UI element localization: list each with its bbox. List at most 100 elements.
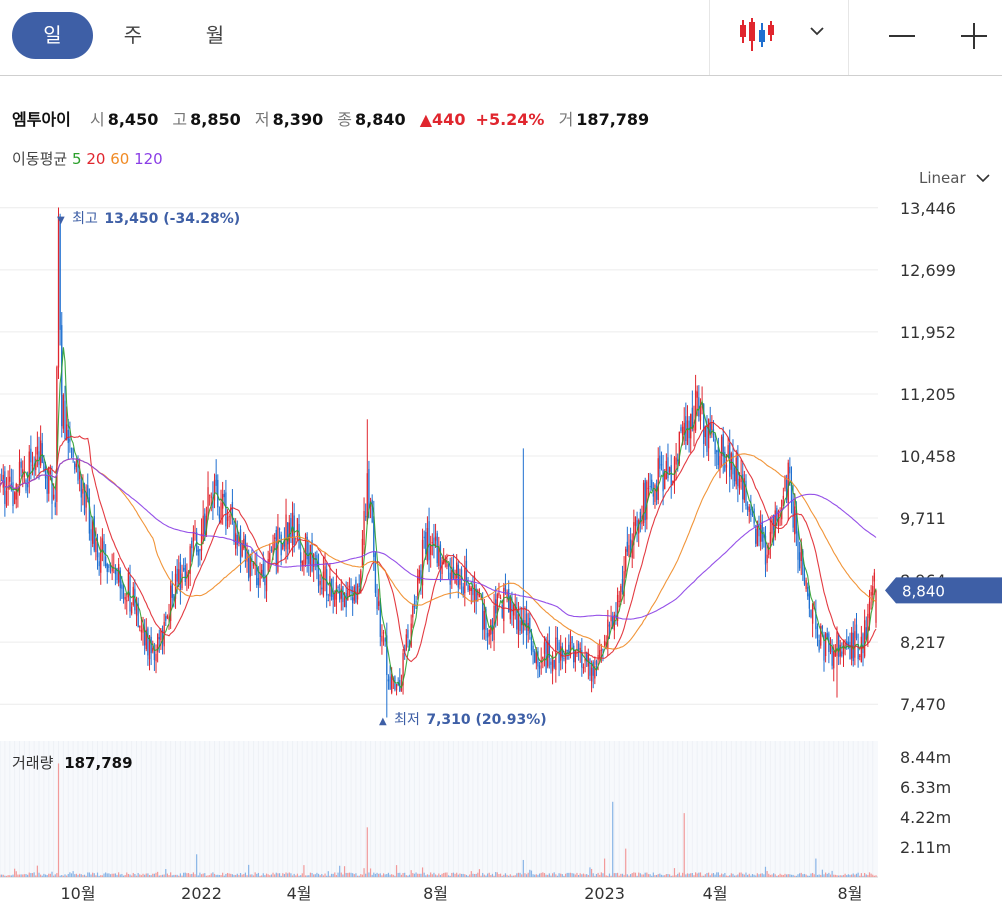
volume-bar [511, 875, 513, 877]
chevron-down-icon [976, 174, 990, 183]
volume-bar [137, 872, 139, 877]
candle-body [482, 602, 484, 631]
volume-bar [586, 874, 588, 877]
candle-body [248, 555, 250, 579]
candle-body [659, 455, 661, 469]
volume-bar [241, 874, 243, 877]
candle-body [49, 470, 52, 475]
volume-bar [803, 873, 806, 877]
volume-bar [170, 872, 172, 877]
tab-month[interactable]: 월 [205, 23, 225, 47]
volume-bar [404, 872, 406, 877]
volume-bar [470, 871, 472, 877]
volume-bar [330, 873, 333, 877]
candle-body [577, 643, 580, 650]
scale-mode-dropdown[interactable]: Linear [919, 169, 990, 187]
candle-body [522, 620, 524, 633]
volume-bar [760, 873, 762, 877]
candle-body [642, 482, 645, 523]
volume-bar [761, 873, 763, 877]
volume-bar [148, 875, 151, 877]
candle-body [589, 659, 591, 676]
candle-body [584, 658, 586, 662]
volume-bar [807, 875, 809, 877]
volume-bar [747, 874, 749, 877]
volume-bar [875, 875, 877, 877]
volume-bar [451, 872, 453, 877]
candle-body [493, 606, 495, 641]
volume-bar [381, 875, 383, 877]
volume-bar [254, 872, 256, 877]
volume-bar [787, 874, 789, 877]
price-tick-label: 8,217 [900, 633, 946, 652]
candle-body [477, 589, 479, 596]
volume-bar [235, 874, 237, 877]
candle-body [790, 480, 793, 503]
candle-body [235, 533, 237, 549]
open-value: 8,450 [107, 110, 159, 129]
volume-bar [88, 872, 90, 877]
candle-body [261, 569, 263, 575]
volume-bar [233, 874, 235, 877]
candle-body [332, 591, 334, 600]
volume-bar [140, 875, 142, 877]
volume-bar [517, 872, 520, 877]
candle-body [368, 468, 370, 511]
candle-body [607, 619, 609, 649]
candle-body [756, 521, 759, 547]
candle-body [192, 531, 195, 542]
candle-body [267, 558, 269, 571]
candle-body [72, 448, 74, 457]
volume-bar [599, 874, 601, 877]
candle-body [207, 487, 209, 519]
candle-body [30, 448, 32, 463]
tab-week[interactable]: 주 [123, 23, 143, 47]
volume-bar [433, 872, 435, 877]
zoom-out-button[interactable] [880, 22, 924, 52]
volume-bar [343, 866, 346, 877]
candle-body [342, 586, 344, 603]
volume-bar [326, 875, 328, 877]
candle-body [551, 655, 554, 672]
moving-average-legend: 이동평균 5 20 60 120 [12, 148, 163, 169]
candle-body [446, 561, 448, 567]
volume-bar [285, 872, 287, 877]
candle-body [371, 499, 373, 523]
candle-body [218, 514, 221, 519]
volume-bar [72, 871, 74, 877]
candle-body [823, 634, 825, 661]
volume-bar [317, 873, 320, 877]
tab-day[interactable]: 일 [12, 12, 93, 59]
candle-body [376, 596, 378, 610]
candle-body [70, 447, 73, 450]
volume-bar [287, 873, 289, 877]
candle-body [678, 431, 680, 464]
volume-bar [270, 874, 273, 877]
time-tick-label: 10월 [60, 884, 95, 903]
candle-body [420, 570, 422, 581]
candle-body [703, 404, 705, 444]
zoom-in-button[interactable] [946, 18, 990, 54]
volume-bar [280, 875, 282, 877]
volume-bar [124, 874, 126, 877]
volume-bar [816, 874, 819, 877]
volume-bar [672, 875, 674, 877]
chart-type-button[interactable] [720, 0, 840, 75]
volume-bar [605, 875, 607, 877]
volume-bar [251, 874, 253, 877]
candle-body [317, 562, 320, 587]
candle-body [742, 474, 744, 500]
volume-bar [467, 875, 469, 877]
candle-body [223, 493, 225, 498]
volume-bar [399, 872, 401, 877]
price-tick-label: 11,952 [900, 323, 956, 342]
candle-body [239, 529, 242, 562]
candle-body [716, 450, 718, 453]
volume-bar [693, 875, 695, 877]
high-annotation: ▼ 최고 13,450 (-34.28%) [57, 211, 240, 227]
volume-bar [480, 875, 482, 877]
volume-bar [165, 869, 167, 877]
volume-bar [199, 872, 201, 877]
volume-bar [0, 874, 1, 877]
